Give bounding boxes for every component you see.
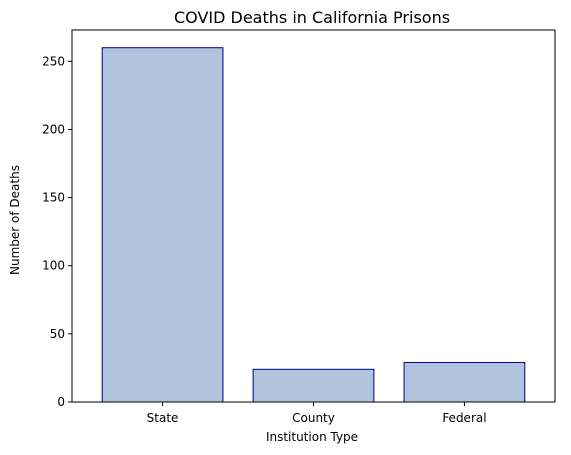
chart-title: COVID Deaths in California Prisons [174,8,450,27]
plot-area: 0 50 100 150 200 250 State County Federal [42,29,556,425]
x-tick-label-state: State [147,411,179,425]
bar-federal [403,361,526,403]
x-tick-label-federal: Federal [442,411,486,425]
y-tick-label-200: 200 [42,122,65,136]
y-tick-label-0: 0 [57,395,65,409]
x-axis-label: Institution Type [266,430,358,444]
bar-county [252,368,375,403]
x-tick-label-county: County [292,411,335,425]
y-tick-label-100: 100 [42,259,65,273]
bar-state [101,47,224,403]
y-axis-label: Number of Deaths [8,165,22,275]
y-tick-label-150: 150 [42,191,65,205]
y-tick-label-50: 50 [50,327,65,341]
y-tick-label-250: 250 [42,54,65,68]
